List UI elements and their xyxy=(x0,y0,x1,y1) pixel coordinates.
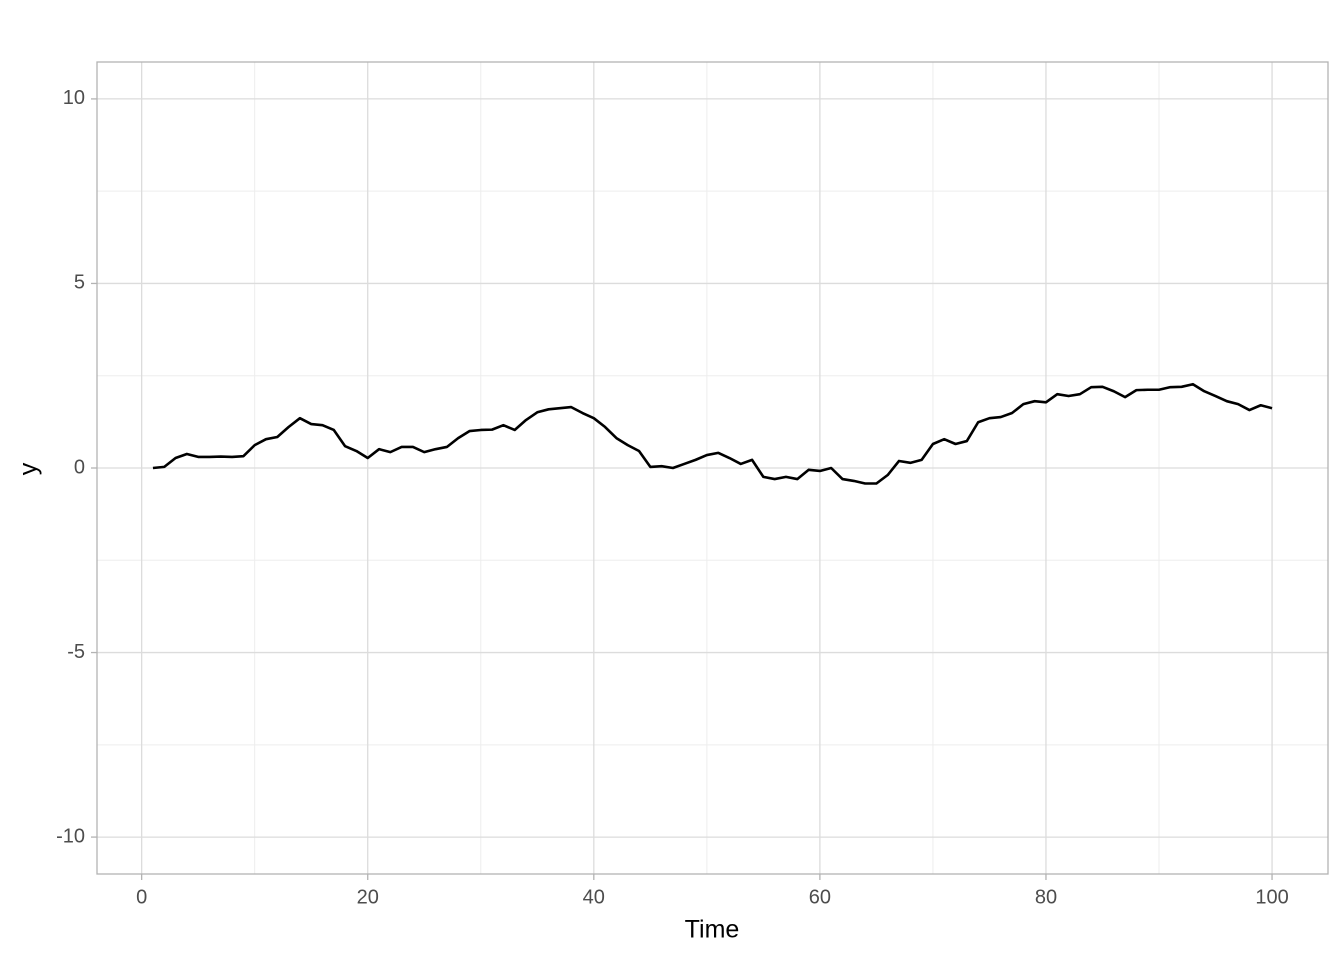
x-tick-label: 80 xyxy=(1035,886,1057,908)
y-tick-label: 0 xyxy=(74,456,85,478)
y-axis-label: y xyxy=(15,462,43,475)
x-axis-label: Time xyxy=(685,916,740,944)
plot-border xyxy=(96,61,1329,875)
y-tick-label: 5 xyxy=(74,272,85,294)
x-tick-label: 20 xyxy=(357,886,379,908)
x-tick-label: 60 xyxy=(809,886,831,908)
series-line xyxy=(152,382,1273,485)
x-tick-label: 100 xyxy=(1255,886,1288,908)
y-tick-label: 10 xyxy=(63,87,85,109)
y-tick-label: -10 xyxy=(56,825,85,847)
x-tick-label: 0 xyxy=(136,886,147,908)
y-tick-label: -5 xyxy=(67,641,85,663)
x-tick-label: 40 xyxy=(583,886,605,908)
